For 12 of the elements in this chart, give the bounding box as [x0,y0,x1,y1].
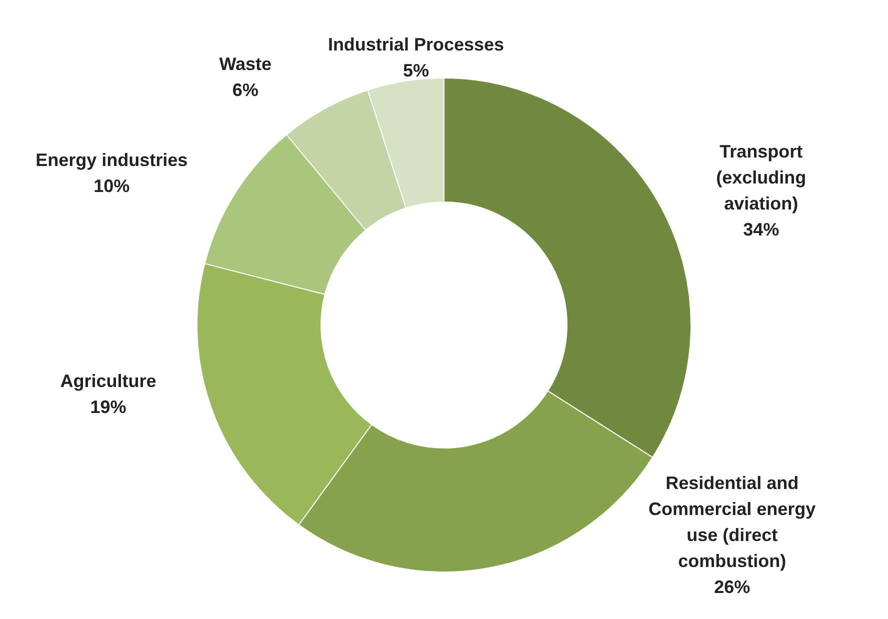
slice-label: Agriculture [60,371,156,392]
data-label: 19% [90,397,126,418]
data-label: 26% [714,576,750,597]
slice-label: Energy industries [36,150,188,170]
slice-label: Residential and Commercial energy use (direct combustion) [648,472,816,571]
slice-label: Industrial Processes [328,34,504,54]
data-label: 10% [94,176,130,196]
data-label: 5% [402,60,429,80]
slice-label: Waste [219,54,272,74]
data-label: 34% [743,220,780,240]
data-label: 6% [232,80,258,100]
slice-label: Transport (excluding aviation) [716,142,806,214]
